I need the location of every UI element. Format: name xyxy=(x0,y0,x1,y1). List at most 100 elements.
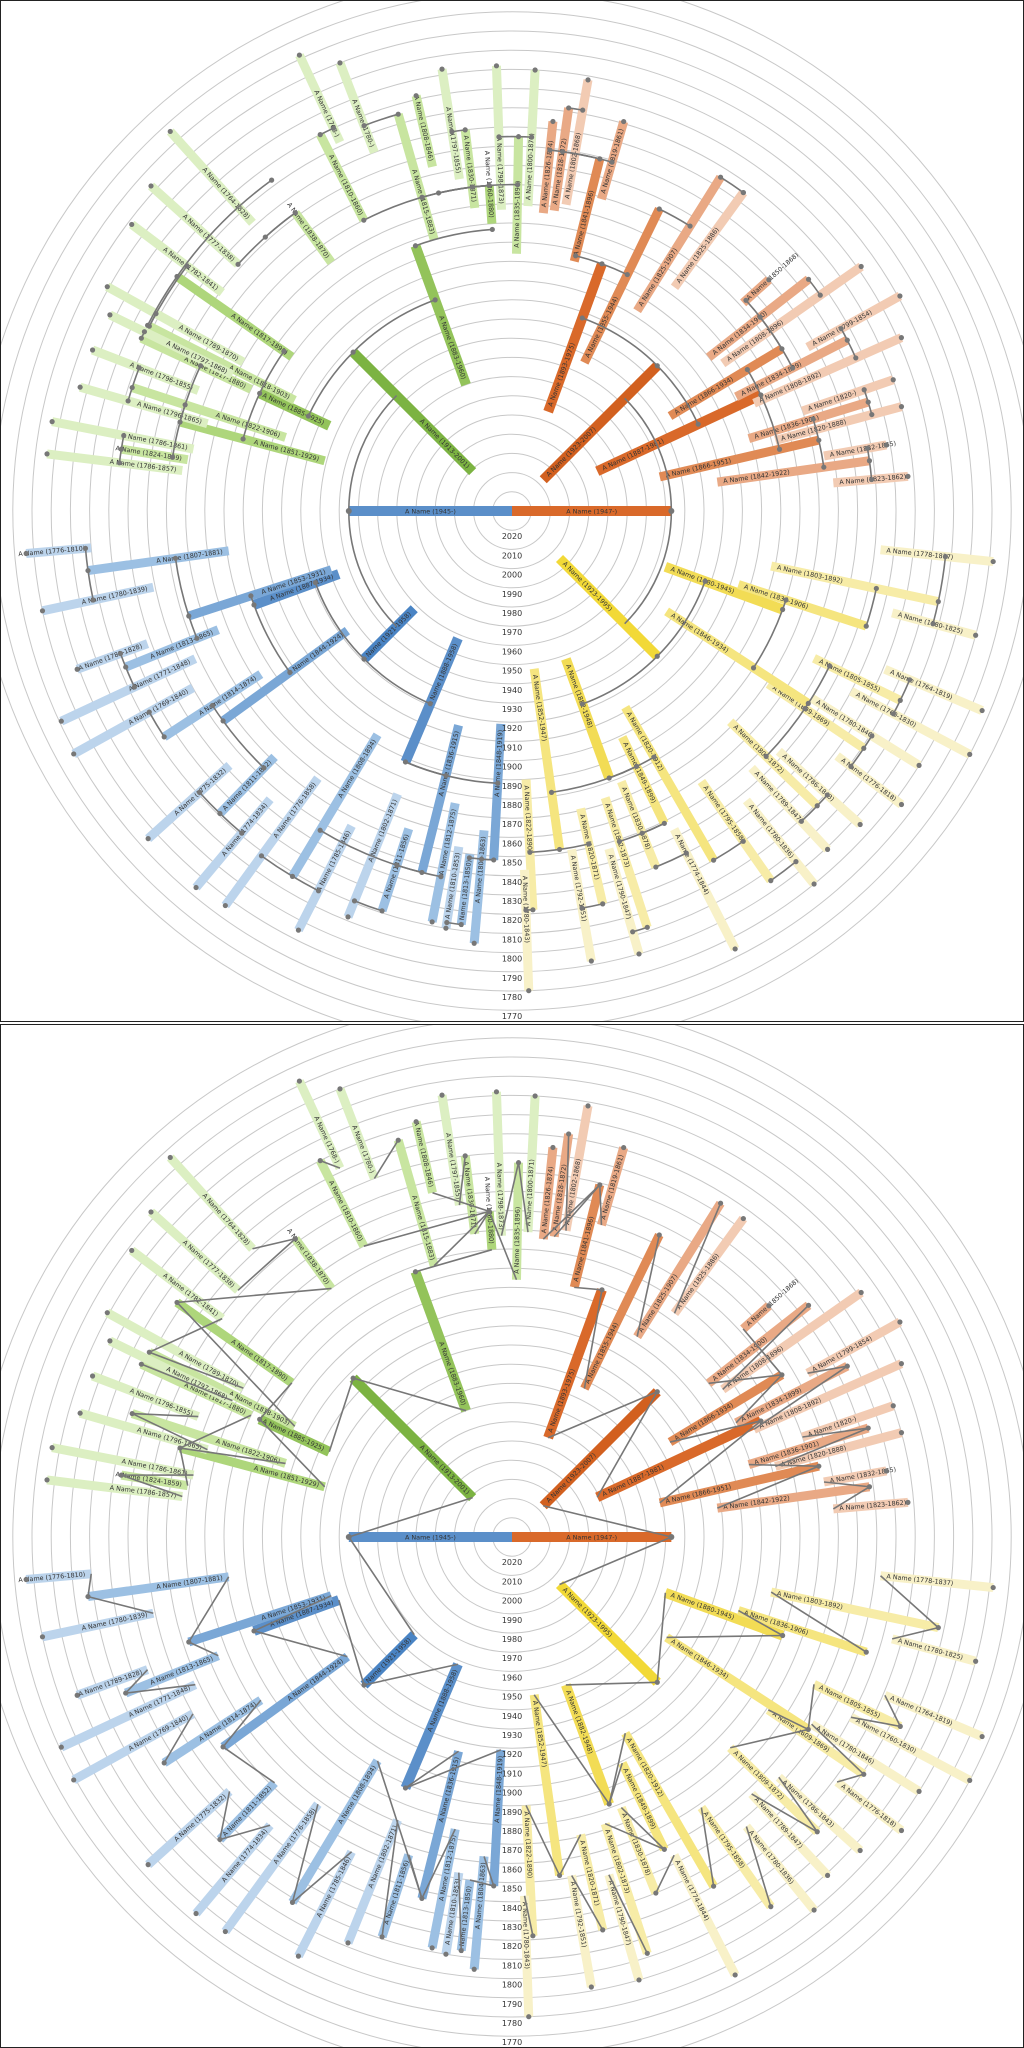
person-bar[interactable] xyxy=(770,1587,940,1633)
person-bar[interactable] xyxy=(192,1822,274,1917)
person-bar[interactable] xyxy=(529,1694,565,1877)
person-bar[interactable] xyxy=(567,1874,596,1988)
person-bar[interactable] xyxy=(823,440,888,461)
person-bar[interactable] xyxy=(543,1288,607,1440)
person-bar[interactable] xyxy=(484,1211,497,1251)
person-bar[interactable] xyxy=(880,1571,994,1593)
person-bar[interactable] xyxy=(805,292,903,352)
person-bar[interactable] xyxy=(511,1162,524,1280)
person-bar[interactable] xyxy=(834,752,905,809)
person-bar[interactable] xyxy=(774,1428,903,1471)
person-bar[interactable] xyxy=(343,1818,402,1945)
person-bar[interactable] xyxy=(748,764,831,853)
person-bar[interactable] xyxy=(800,1401,895,1442)
person-bar[interactable] xyxy=(145,762,233,842)
person-bar[interactable] xyxy=(747,1423,870,1469)
person-bar[interactable] xyxy=(716,456,871,487)
person-bar[interactable] xyxy=(667,1370,785,1446)
person-bar[interactable] xyxy=(569,1183,605,1289)
person-bar[interactable] xyxy=(832,1497,909,1514)
person-bar[interactable] xyxy=(147,1208,242,1294)
person-bar[interactable] xyxy=(316,132,368,223)
person-bar[interactable] xyxy=(316,1158,368,1249)
person-bar[interactable] xyxy=(105,282,246,367)
person-bar[interactable] xyxy=(752,1359,904,1434)
person-bar[interactable] xyxy=(521,779,538,911)
person-bar[interactable] xyxy=(595,1416,763,1502)
person-bar[interactable] xyxy=(664,607,811,708)
person-bar[interactable] xyxy=(216,1779,278,1843)
person-bar[interactable] xyxy=(774,402,903,445)
person-bar[interactable] xyxy=(716,1482,871,1513)
person-bar[interactable] xyxy=(543,262,607,414)
person-bar[interactable] xyxy=(848,1713,972,1785)
person-bar[interactable] xyxy=(633,174,725,314)
person-bar[interactable] xyxy=(727,718,821,809)
person-bar[interactable] xyxy=(147,182,242,268)
person-bar[interactable] xyxy=(809,1720,922,1796)
person-bar[interactable] xyxy=(809,694,922,770)
person-bar[interactable] xyxy=(291,1236,336,1292)
person-bar[interactable] xyxy=(658,1461,820,1508)
person-bar[interactable] xyxy=(257,388,332,431)
person-bar[interactable] xyxy=(800,375,895,416)
person-bar[interactable] xyxy=(221,1801,322,1935)
person-bar[interactable] xyxy=(891,1634,977,1666)
person-bar[interactable] xyxy=(59,1680,198,1752)
person-bar[interactable] xyxy=(25,1569,92,1584)
person-bar[interactable] xyxy=(161,1696,264,1767)
person-bar[interactable] xyxy=(427,802,460,923)
person-bar[interactable] xyxy=(90,1371,200,1421)
person-bar[interactable] xyxy=(456,853,475,926)
person-bar[interactable] xyxy=(469,1856,489,1970)
person-bar[interactable] xyxy=(46,1475,183,1501)
person-bar[interactable] xyxy=(174,272,295,361)
person-bar[interactable] xyxy=(411,94,437,168)
person-bar[interactable] xyxy=(576,807,608,905)
person-bar[interactable] xyxy=(618,735,669,826)
person-bar[interactable] xyxy=(529,668,565,851)
person-bar[interactable] xyxy=(220,626,350,725)
person-bar[interactable] xyxy=(437,68,464,180)
person-bar[interactable] xyxy=(597,1146,628,1227)
person-bar[interactable] xyxy=(834,1778,905,1835)
person-bar[interactable] xyxy=(441,845,464,929)
person-bar[interactable] xyxy=(187,565,333,621)
person-bar[interactable] xyxy=(618,1761,669,1852)
person-bar[interactable] xyxy=(747,397,870,443)
person-bar[interactable] xyxy=(621,704,718,863)
person-bar[interactable] xyxy=(166,1154,256,1252)
person-bar[interactable] xyxy=(697,1804,775,1910)
person-bar[interactable] xyxy=(748,1790,831,1879)
person-bar[interactable] xyxy=(489,1749,506,1887)
person-bar[interactable] xyxy=(417,1750,463,1900)
person-bar[interactable] xyxy=(705,1301,812,1387)
person-bar[interactable] xyxy=(604,847,644,956)
person-bar[interactable] xyxy=(220,1652,350,1751)
person-bar[interactable] xyxy=(740,1302,772,1333)
person-bar[interactable] xyxy=(335,61,379,155)
person-bar[interactable] xyxy=(129,1246,225,1323)
person-bar[interactable] xyxy=(569,157,605,263)
person-bar[interactable] xyxy=(107,1336,235,1405)
person-bar[interactable] xyxy=(87,1572,230,1602)
person-bar[interactable] xyxy=(538,1146,558,1240)
person-bar[interactable] xyxy=(848,687,972,759)
person-bar[interactable] xyxy=(539,1388,661,1510)
person-bar[interactable] xyxy=(580,1233,664,1391)
person-bar[interactable] xyxy=(147,322,297,405)
person-bar[interactable] xyxy=(664,1633,811,1734)
person-bar[interactable] xyxy=(78,1408,209,1455)
person-bar[interactable] xyxy=(147,1348,297,1431)
person-bar[interactable] xyxy=(663,562,785,615)
person-bar[interactable] xyxy=(511,136,524,254)
person-bar[interactable] xyxy=(555,554,661,660)
person-bar[interactable] xyxy=(765,680,867,753)
person-bar[interactable] xyxy=(580,207,664,365)
person-bar[interactable] xyxy=(107,310,235,379)
person-bar[interactable] xyxy=(663,1588,785,1641)
person-bar[interactable] xyxy=(549,1133,574,1238)
person-bar[interactable] xyxy=(437,1094,464,1206)
person-bar[interactable] xyxy=(410,1270,471,1413)
person-bar[interactable] xyxy=(491,1091,506,1236)
